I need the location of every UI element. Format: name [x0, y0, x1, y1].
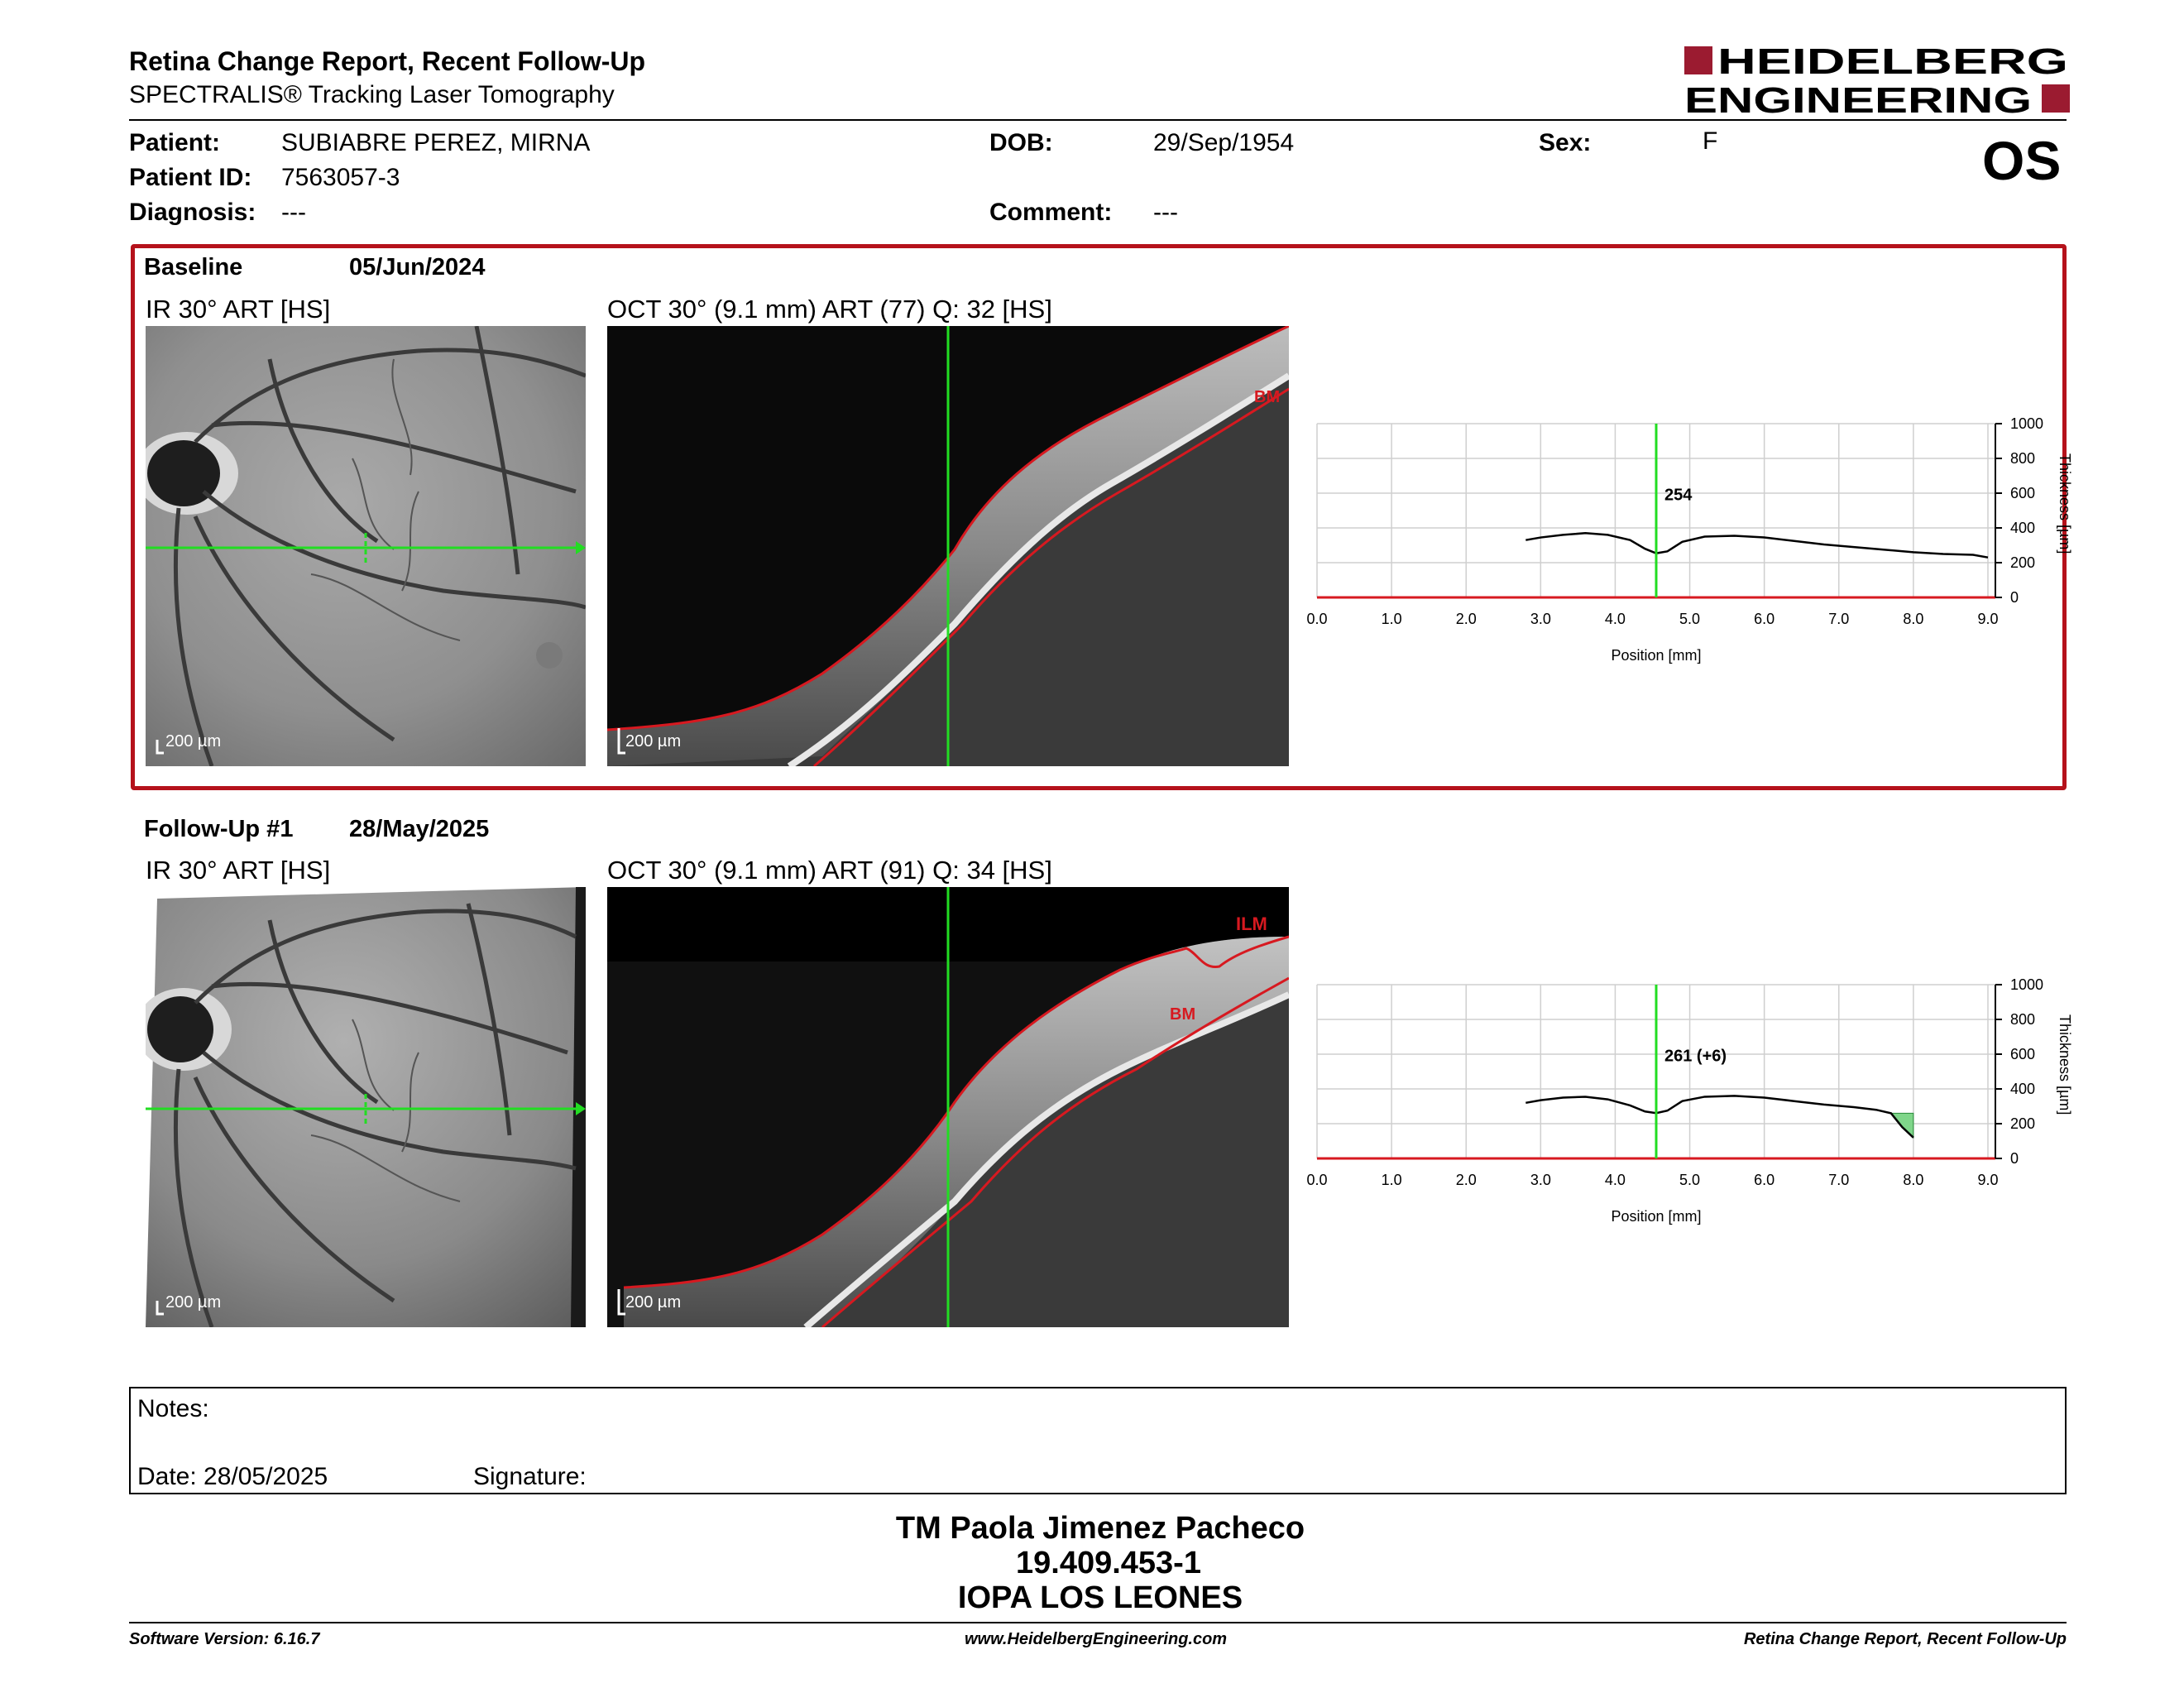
y-tick-label: 0: [2010, 1150, 2019, 1167]
x-tick-label: 1.0: [1382, 1172, 1402, 1188]
followup-thickness-svg: 0.0 1.0 2.0 3.0 4.0 5.0 6.0 7.0 8.0 9.0 0 200 400 600…: [1306, 976, 2073, 1225]
diagnosis-value: ---: [281, 199, 306, 226]
y-tick-label: 800: [2010, 1011, 2035, 1028]
x-tick-label: 0.0: [1306, 611, 1327, 627]
baseline-date: 05/Jun/2024: [349, 254, 486, 281]
x-tick-label: 5.0: [1679, 1172, 1700, 1188]
followup-ilm-marker: ILM: [1236, 914, 1267, 934]
followup-ir-image: 200 µm: [146, 887, 586, 1327]
footer-divider: [129, 1622, 2067, 1623]
x-tick-label: 6.0: [1754, 611, 1774, 627]
institution-name: IOPA LOS LEONES: [957, 1580, 1243, 1615]
y-tick-label: 400: [2010, 1081, 2035, 1097]
heidelberg-logo: HEIDELBERG ENGINEERING: [1684, 41, 2071, 121]
x-tick-label: 3.0: [1530, 611, 1551, 627]
website-link[interactable]: www.HeidelbergEngineering.com: [965, 1630, 1228, 1648]
x-tick-label: 6.0: [1754, 1172, 1774, 1188]
x-tick-label: 3.0: [1530, 1172, 1551, 1188]
y-tick-label: 1000: [2010, 415, 2043, 432]
notes-box[interactable]: Notes: Date: 28/05/2025 Signature:: [129, 1387, 2067, 1494]
header-divider: [129, 119, 2067, 121]
y-tick-label: 400: [2010, 520, 2035, 536]
x-axis-label: Position [mm]: [1611, 647, 1701, 664]
baseline-panel: [131, 244, 2067, 790]
thickness-line: [1525, 532, 1989, 559]
followup-oct-image: ILM BM 200 µm: [607, 887, 1289, 1327]
x-tick-label: 8.0: [1903, 611, 1923, 627]
y-tick-label: 600: [2010, 1046, 2035, 1062]
followup-date: 28/May/2025: [349, 816, 490, 842]
x-tick-label: 0.0: [1306, 1172, 1327, 1188]
notes-date: Date: 28/05/2025: [137, 1463, 328, 1490]
report-title: Retina Change Report, Recent Follow-Up: [129, 46, 646, 76]
x-axis-label: Position [mm]: [1611, 1208, 1701, 1225]
y-tick-label: 200: [2010, 1115, 2035, 1132]
baseline-bm-marker: BM: [1254, 388, 1280, 406]
patient-id: 7563057-3: [281, 164, 400, 191]
y-tick-label: 200: [2010, 554, 2035, 571]
baseline-label: Baseline: [144, 254, 243, 281]
followup-thickness-chart: 0.0 1.0 2.0 3.0 4.0 5.0 6.0 7.0 8.0 9.0 0 200 400 600…: [1291, 971, 2085, 1236]
x-tick-label: 4.0: [1605, 611, 1626, 627]
svg-text:HEIDELBERG: HEIDELBERG: [1717, 43, 2068, 82]
y-axis-label: Thickness [µm]: [2057, 1014, 2073, 1115]
cursor-value-label: 254: [1664, 486, 1693, 504]
sex-label: Sex:: [1539, 129, 1592, 156]
patient-id-label: Patient ID:: [129, 164, 252, 191]
comment-value: ---: [1153, 199, 1178, 226]
baseline-ir-caption: IR 30° ART [HS]: [146, 295, 331, 324]
y-axis-label: Thickness [µm]: [2057, 453, 2073, 554]
dob-value: 29/Sep/1954: [1153, 129, 1295, 156]
followup-bm-marker: BM: [1170, 1005, 1195, 1024]
x-tick-label: 7.0: [1828, 611, 1849, 627]
followup-ir-caption: IR 30° ART [HS]: [146, 856, 331, 885]
baseline-ir-image: 200 µm: [146, 326, 586, 766]
footer-report-name: Retina Change Report, Recent Follow-Up: [1743, 1630, 2067, 1648]
x-tick-label: 5.0: [1679, 611, 1700, 627]
x-tick-label: 1.0: [1382, 611, 1402, 627]
technician-name: TM Paola Jimenez Pacheco: [895, 1511, 1305, 1546]
x-tick-label: 4.0: [1605, 1172, 1626, 1188]
technician-rut: 19.409.453-1: [1016, 1546, 1201, 1580]
followup-oct-scale: 200 µm: [625, 1293, 681, 1312]
signature-label: Signature:: [473, 1463, 587, 1490]
baseline-oct-caption: OCT 30° (9.1 mm) ART (77) Q: 32 [HS]: [607, 295, 1052, 324]
diagnosis-label: Diagnosis:: [129, 199, 256, 226]
sex-value: F: [1703, 127, 1718, 155]
x-tick-label: 2.0: [1456, 1172, 1477, 1188]
baseline-thickness-chart: 0.0 1.0 2.0 3.0 4.0 5.0 6.0 7.0 8.0 9.0 0 200 400 600…: [1291, 410, 2085, 675]
y-tick-label: 600: [2010, 485, 2035, 501]
y-tick-label: 1000: [2010, 976, 2043, 993]
x-tick-label: 2.0: [1456, 611, 1477, 627]
followup-label: Follow-Up #1: [144, 816, 294, 842]
x-tick-label: 9.0: [1977, 611, 1998, 627]
thickness-line: [1525, 1095, 1914, 1139]
eye-indicator: OS: [1982, 130, 2062, 191]
y-tick-label: 800: [2010, 450, 2035, 467]
software-version: Software Version: 6.16.7: [129, 1630, 320, 1648]
x-tick-label: 9.0: [1977, 1172, 1998, 1188]
notes-label: Notes:: [137, 1395, 209, 1422]
comment-label: Comment:: [989, 199, 1113, 226]
cursor-value-label: 261 (+6): [1664, 1047, 1727, 1065]
baseline-thickness-svg: 0.0 1.0 2.0 3.0 4.0 5.0 6.0 7.0 8.0 9.0 0 200 400 600…: [1306, 415, 2073, 664]
baseline-oct-scale: 200 µm: [625, 732, 681, 750]
patient-label: Patient:: [129, 129, 221, 156]
followup-ir-scale: 200 µm: [165, 1293, 221, 1312]
report-subtitle: SPECTRALIS® Tracking Laser Tomography: [129, 81, 615, 108]
followup-oct-caption: OCT 30° (9.1 mm) ART (91) Q: 34 [HS]: [607, 856, 1052, 885]
baseline-ir-scale: 200 µm: [165, 732, 221, 750]
dob-label: DOB:: [989, 129, 1053, 156]
svg-text:ENGINEERING: ENGINEERING: [1684, 80, 2032, 119]
x-tick-label: 7.0: [1828, 1172, 1849, 1188]
patient-name: SUBIABRE PEREZ, MIRNA: [281, 129, 591, 156]
x-tick-label: 8.0: [1903, 1172, 1923, 1188]
y-tick-label: 0: [2010, 589, 2019, 606]
baseline-oct-image: BM 200 µm: [607, 326, 1289, 766]
